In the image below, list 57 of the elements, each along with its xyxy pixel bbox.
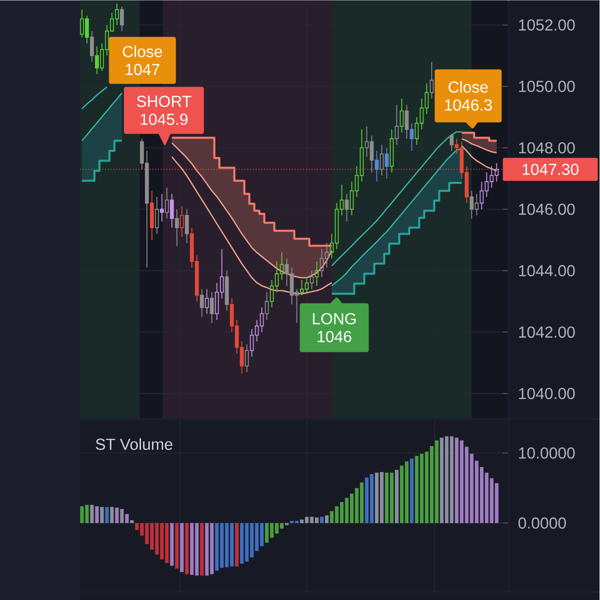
candlestick <box>180 206 184 238</box>
candlestick <box>310 270 314 290</box>
bar <box>115 508 119 524</box>
bar <box>105 506 109 524</box>
bar <box>325 515 329 524</box>
candlestick <box>150 190 154 240</box>
bar <box>110 506 114 524</box>
y-tick-label: 1048.00 <box>519 142 575 154</box>
y-tick-label: 1052.00 <box>519 19 575 31</box>
candlestick <box>90 30 94 62</box>
ref-line-label: 1047.30 <box>522 164 579 175</box>
candlestick <box>185 208 190 244</box>
annotation: Close 1046.3 <box>445 81 492 111</box>
candlestick <box>375 150 379 182</box>
candlestick <box>120 6 124 32</box>
bar <box>170 523 174 566</box>
bar <box>395 470 399 524</box>
candlestick <box>175 208 180 247</box>
candlestick <box>394 104 399 146</box>
candlestick <box>205 288 210 314</box>
candlestick <box>400 98 404 133</box>
candlestick <box>390 128 394 173</box>
candlestick <box>245 344 249 372</box>
bar <box>185 523 189 574</box>
y-tick-label: 1044.00 <box>519 265 575 276</box>
bar <box>100 506 104 524</box>
bar <box>175 523 179 569</box>
y-tick-label: 1040.00 <box>519 388 575 400</box>
candlestick <box>315 261 319 286</box>
candlestick <box>380 144 384 176</box>
y-tick-label: 10.0000 <box>519 447 575 459</box>
bar <box>320 516 324 524</box>
bar <box>180 523 184 572</box>
candlestick <box>160 193 164 222</box>
bar <box>235 523 239 566</box>
candlestick <box>165 187 170 219</box>
candlestick <box>225 270 229 312</box>
candlestick <box>200 288 204 318</box>
y-tick-label: 1046.00 <box>519 204 575 215</box>
annotation: Close 1047 <box>123 46 162 76</box>
y-tick-label: 1042.00 <box>519 326 575 338</box>
bar <box>200 523 204 576</box>
candlestick <box>170 193 174 228</box>
bar <box>125 514 129 524</box>
candlestick <box>430 61 434 100</box>
y-tick-label: 0.0000 <box>518 517 566 529</box>
y-tick-label: 1050.00 <box>519 80 575 92</box>
bar <box>120 509 124 524</box>
text: ST Volume <box>96 438 173 450</box>
bar <box>410 458 414 524</box>
annotation: SHORT 1045.9 <box>137 96 192 125</box>
annotation: LONG 1046 <box>313 313 356 342</box>
bar <box>95 506 99 524</box>
bar <box>90 504 94 524</box>
candlestick <box>155 196 160 234</box>
candlestick <box>210 292 214 324</box>
candlestick <box>265 292 269 320</box>
